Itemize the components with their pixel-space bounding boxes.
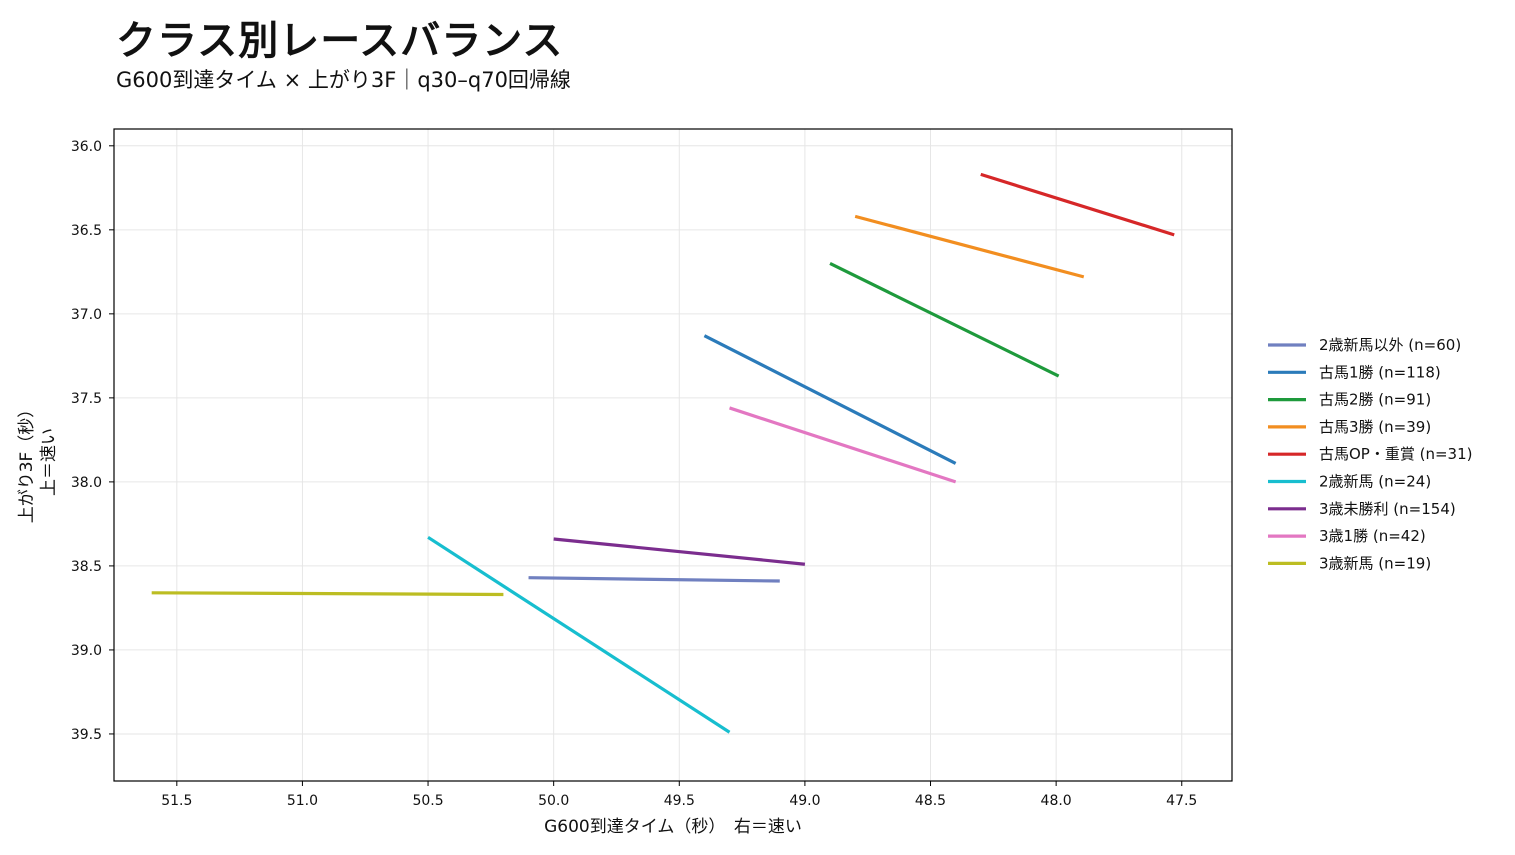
series-line-2 <box>703 334 957 465</box>
x-tick-label: 48.5 <box>915 793 946 809</box>
x-tick-label: 48.0 <box>1041 793 1072 809</box>
y-tick-label: 39.0 <box>71 643 102 659</box>
axis-ticks: 51.5 51.0 50.5 50.0 49.5 49.0 48.5 48.0 47.5 36.0… <box>71 139 1198 809</box>
y-tick-label: 37.5 <box>71 391 102 407</box>
chart-title: クラス別レースバランス <box>116 18 564 64</box>
series-line-1 <box>528 576 780 583</box>
x-tick-label: 51.5 <box>161 793 192 809</box>
legend: 2歳新馬以外 (n=60) 古馬1勝 (n=118) 古馬2勝 (n=91) 古馬3勝… <box>1268 336 1473 572</box>
legend-label-2: 古馬1勝 (n=118) <box>1319 363 1441 381</box>
series-line-6 <box>427 535 731 734</box>
plot-frame <box>113 128 1233 782</box>
x-tick-label: 50.5 <box>412 793 443 809</box>
x-axis-label: G600到達タイム（秒） 右＝速い <box>544 817 802 837</box>
legend-label-6: 2歳新馬 (n=24) <box>1319 473 1431 491</box>
y-tick-label: 36.5 <box>71 223 102 239</box>
y-tick-label: 38.5 <box>71 559 102 575</box>
x-tick-label: 47.5 <box>1166 793 1197 809</box>
series-line-8 <box>729 406 957 484</box>
legend-label-1: 2歳新馬以外 (n=60) <box>1319 336 1461 354</box>
legend-label-5: 古馬OP・重賞 (n=31) <box>1319 445 1473 463</box>
series-line-9 <box>151 591 504 597</box>
y-tick-label: 39.5 <box>71 727 102 743</box>
y-axis-label-line2: 上＝速い <box>39 428 59 496</box>
y-axis-label: 上がり3F（秒） 上＝速い <box>17 401 59 524</box>
series-line-7 <box>553 537 806 566</box>
grid-lines <box>114 129 1232 781</box>
y-tick-label: 36.0 <box>71 139 102 155</box>
x-tick-label: 51.0 <box>287 793 318 809</box>
x-tick-label: 50.0 <box>538 793 569 809</box>
x-tick-label: 49.0 <box>789 793 820 809</box>
y-axis-label-line1: 上がり3F（秒） <box>17 401 37 524</box>
y-tick-label: 38.0 <box>71 475 102 491</box>
x-tick-label: 49.5 <box>664 793 695 809</box>
legend-label-8: 3歳1勝 (n=42) <box>1319 527 1426 545</box>
legend-label-7: 3歳未勝利 (n=154) <box>1319 500 1456 518</box>
y-tick-label: 37.0 <box>71 307 102 323</box>
series-line-5 <box>980 172 1175 237</box>
series-lines <box>151 172 1175 734</box>
legend-label-9: 3歳新馬 (n=19) <box>1319 554 1431 572</box>
series-line-4 <box>854 214 1085 279</box>
series-line-3 <box>829 261 1060 378</box>
legend-label-3: 古馬2勝 (n=91) <box>1319 391 1431 409</box>
chart-subtitle: G600到達タイム × 上がり3F｜q30–q70回帰線 <box>116 68 571 92</box>
legend-label-4: 古馬3勝 (n=39) <box>1319 418 1431 436</box>
